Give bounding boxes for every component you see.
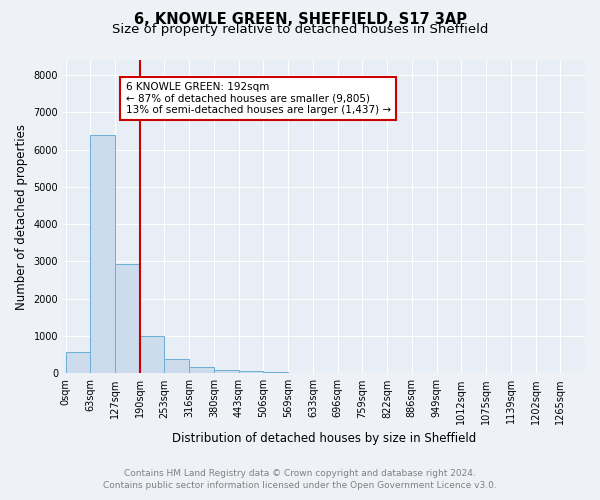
Bar [164,360,189,374]
Bar [239,372,263,374]
Bar [90,136,115,374]
Bar [115,264,140,374]
Text: Contains HM Land Registry data © Crown copyright and database right 2024.
Contai: Contains HM Land Registry data © Crown c… [103,468,497,490]
Text: 6 KNOWLE GREEN: 192sqm
← 87% of detached houses are smaller (9,805)
13% of semi-: 6 KNOWLE GREEN: 192sqm ← 87% of detached… [125,82,391,115]
Text: Size of property relative to detached houses in Sheffield: Size of property relative to detached ho… [112,22,488,36]
Text: 6, KNOWLE GREEN, SHEFFIELD, S17 3AP: 6, KNOWLE GREEN, SHEFFIELD, S17 3AP [133,12,467,28]
X-axis label: Distribution of detached houses by size in Sheffield: Distribution of detached houses by size … [172,432,476,445]
Bar [140,336,164,374]
Bar [263,372,288,374]
Bar [189,368,214,374]
Y-axis label: Number of detached properties: Number of detached properties [15,124,28,310]
Bar [65,352,90,374]
Bar [214,370,239,374]
